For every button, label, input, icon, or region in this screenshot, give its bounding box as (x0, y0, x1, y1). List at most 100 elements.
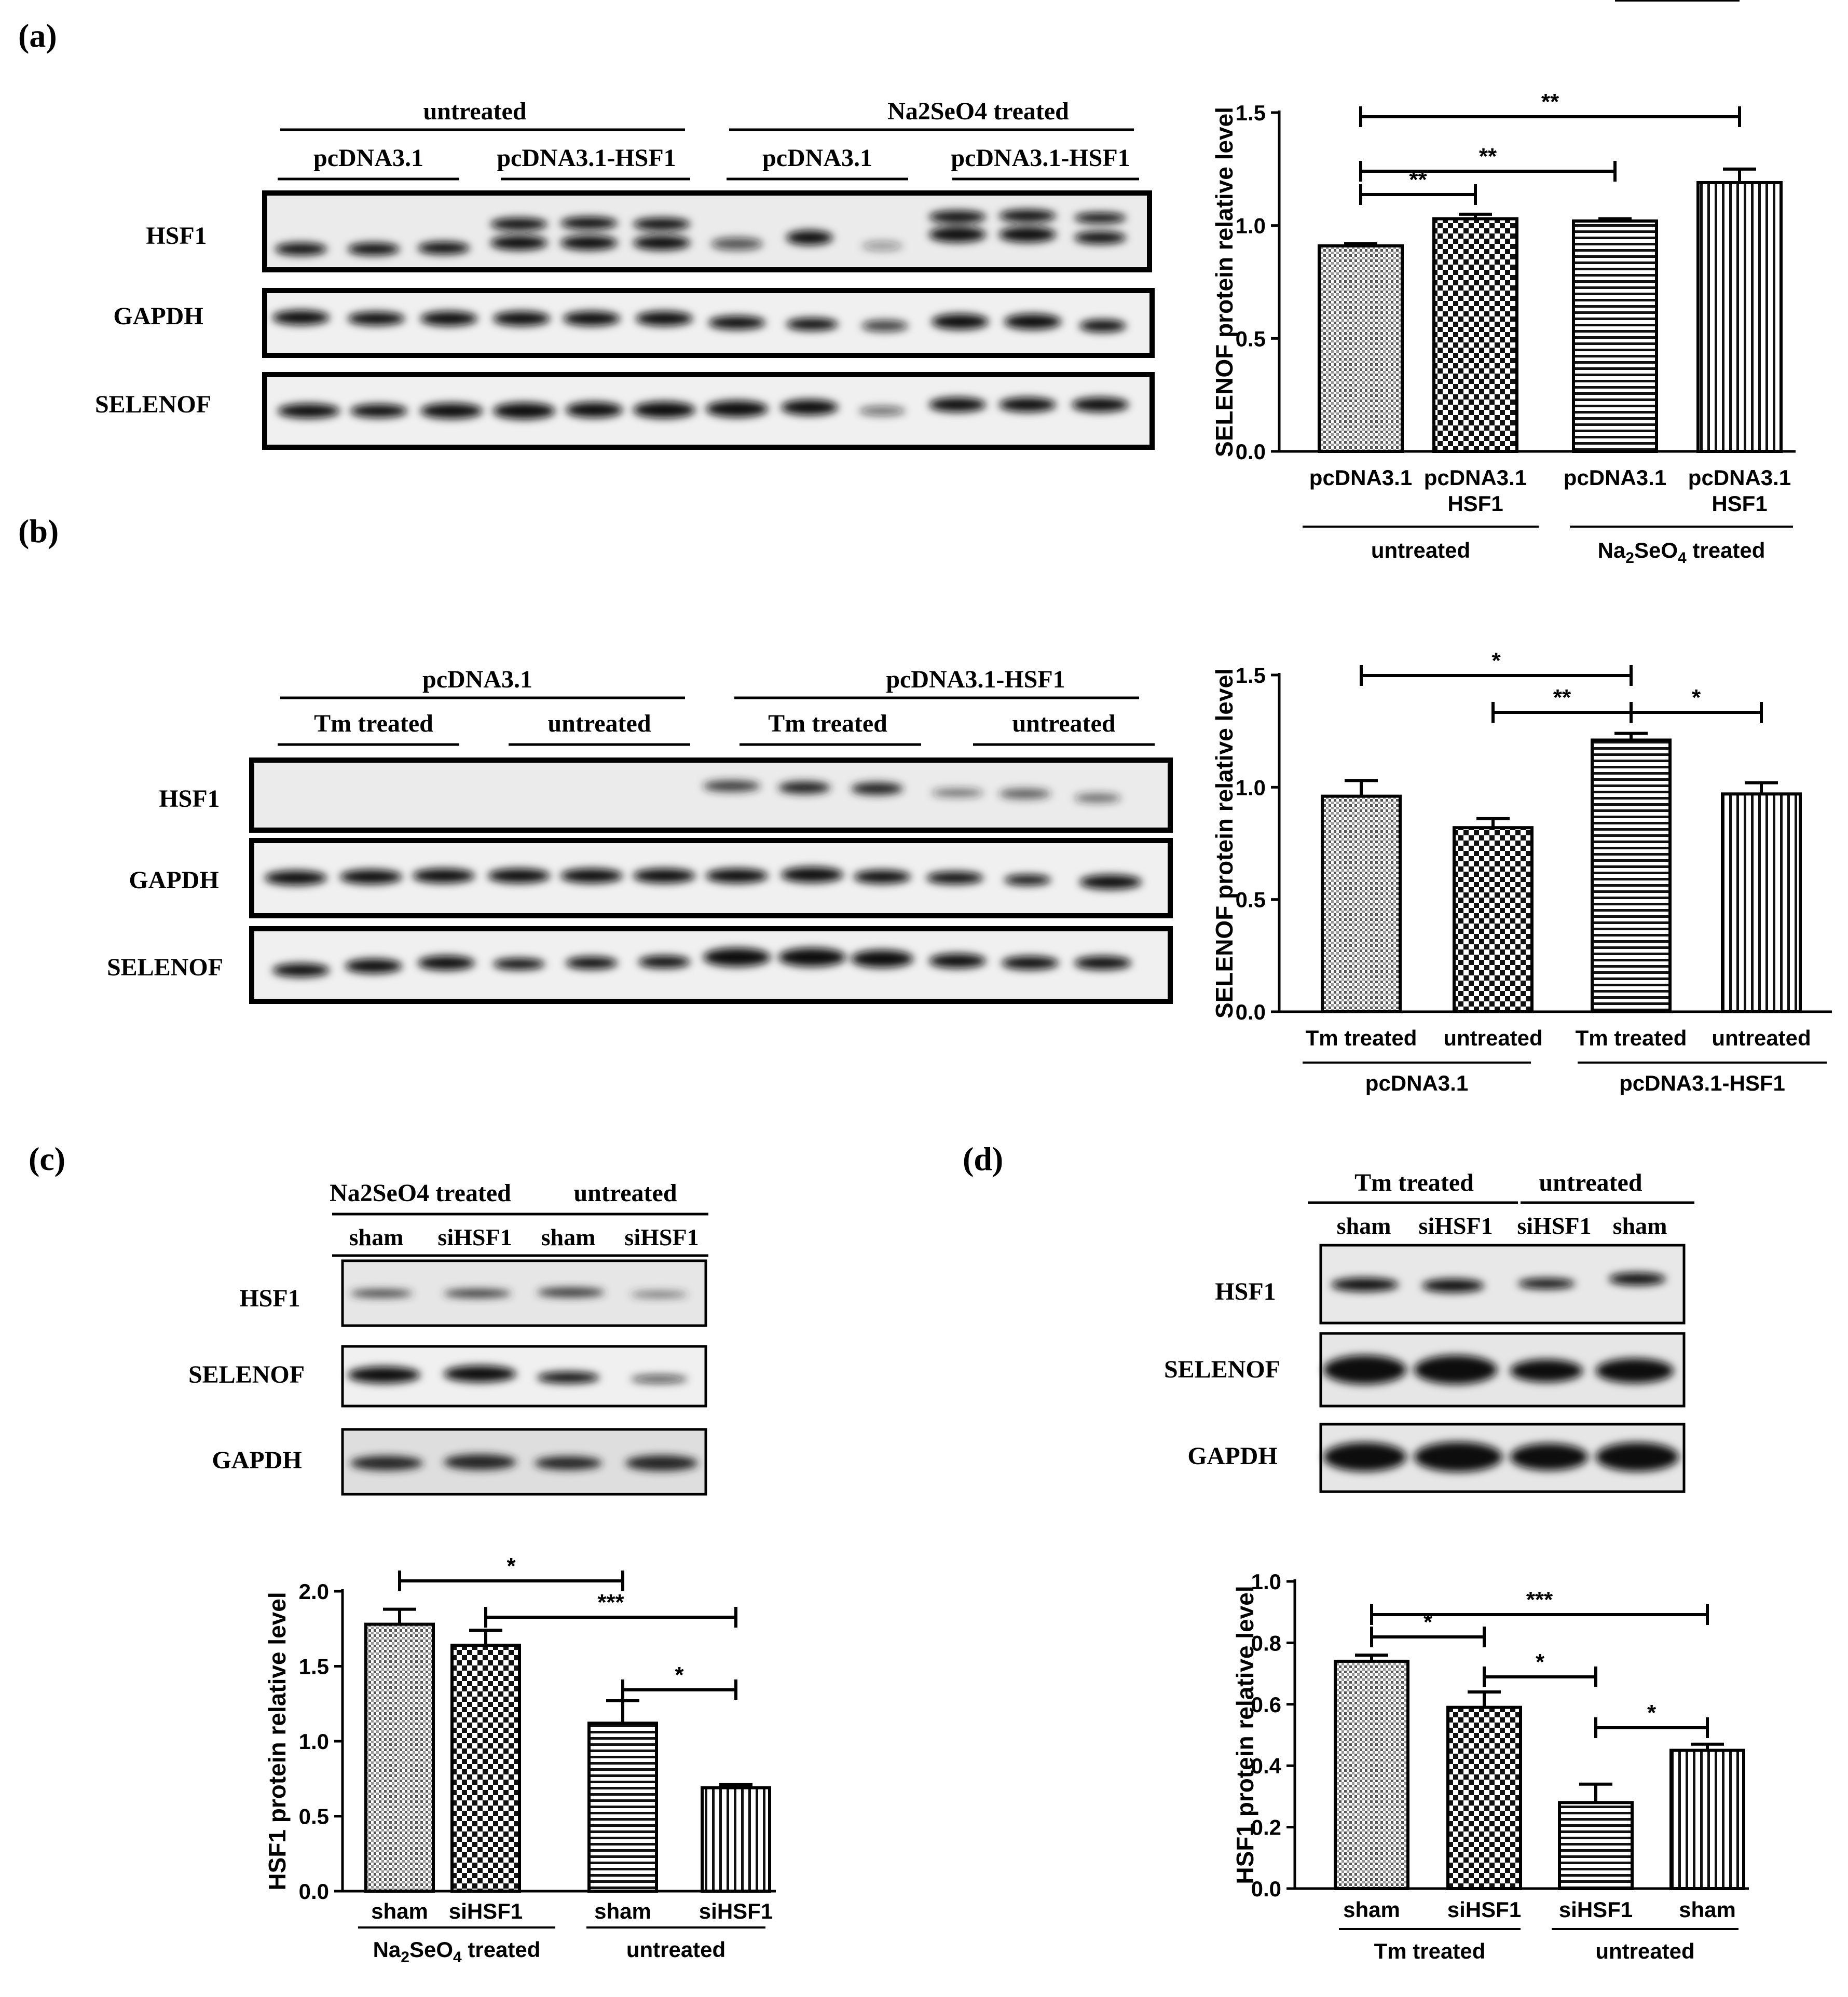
group-label: untreated (1595, 1939, 1694, 1963)
y-axis-label: HSF1 protein relative level (264, 1592, 291, 1890)
x-tick-label: Tm treated (1576, 1026, 1687, 1050)
significance-label: * (1647, 1700, 1657, 1726)
significance-label: * (675, 1662, 684, 1688)
bar (1558, 1801, 1634, 1890)
x-tick-label: Tm treated (1306, 1026, 1417, 1050)
x-tick-label: pcDNA3.1 (1564, 465, 1666, 490)
y-tick-label: 1.5 (1236, 101, 1266, 125)
blot-group-label: Tm treated (1354, 1169, 1474, 1196)
group-label: Tm treated (1374, 1939, 1486, 1963)
blot-group-label: pcDNA3.1-HSF1 (886, 666, 1065, 693)
blot-subgroup-label: pcDNA3.1-HSF1 (951, 144, 1130, 172)
blot-strip-gapdh (341, 1428, 707, 1496)
blot-subgroup-label: Tm treated (314, 710, 433, 737)
significance-label: * (1491, 648, 1501, 673)
group-label: Na2SeO4 treated (1598, 538, 1765, 567)
blot-row-label: SELENOF (1164, 1356, 1280, 1383)
y-tick-label: 0.5 (1236, 888, 1266, 912)
x-tick-label: sham (371, 1899, 428, 1923)
blot-subgroup-label: siHSF1 (1517, 1213, 1591, 1239)
x-tick-label: sham (1343, 1897, 1400, 1922)
x-tick-label: sham (594, 1899, 651, 1923)
blot-subgroup-label: sham (1613, 1213, 1667, 1239)
blot-row-label: HSF1 (146, 222, 207, 250)
blot-strip-selenof (1319, 1332, 1686, 1408)
x-tick-label: pcDNA3.1 HSF1 (1688, 465, 1791, 516)
y-tick-label: 0.0 (299, 1879, 329, 1904)
blot-strip-selenof (341, 1345, 707, 1408)
bar (1696, 181, 1783, 453)
panel-label: (d) (963, 1140, 1003, 1177)
significance-label: * (1692, 685, 1701, 710)
bar (364, 1622, 435, 1893)
bar (1572, 219, 1658, 453)
group-label: pcDNA3.1-HSF1 (1619, 1071, 1785, 1095)
blot-subgroup-label: Tm treated (768, 710, 887, 737)
blot-row-label: HSF1 (1215, 1278, 1276, 1305)
significance-label: *** (597, 1590, 624, 1615)
y-axis-label: SELENOF protein relative level (1211, 668, 1238, 1018)
bar (1432, 217, 1518, 453)
blot-group-label: untreated (423, 98, 526, 125)
y-tick-label: 0.2 (1251, 1815, 1281, 1840)
blot-strip-hsf1 (341, 1259, 707, 1327)
y-tick-label: 1.5 (299, 1655, 329, 1679)
y-tick-label: 0.5 (299, 1805, 329, 1829)
x-tick-label: siHSF1 (1447, 1897, 1521, 1922)
significance-label: *** (1526, 1587, 1553, 1613)
blot-a: untreated Na2SeO4 treated pcDNA3.1 pcDNA… (95, 98, 1155, 450)
blot-subgroup-label: sham (541, 1224, 596, 1250)
group-label: pcDNA3.1 (1365, 1071, 1468, 1095)
panel-label: (b) (18, 513, 59, 549)
blot-row-label: GAPDH (212, 1447, 302, 1474)
bar-chart-c: 0.0 0.5 1.0 1.5 2.0 HSF1 protein relative lev… (264, 1553, 776, 1966)
significance-label: ** (1541, 89, 1559, 115)
y-tick-label: 0.5 (1236, 326, 1266, 351)
blot-group-label: Na2SeO4 treated (330, 1179, 511, 1207)
blot-subgroup-label: siHSF1 (624, 1224, 699, 1250)
blot-subgroup-label: untreated (547, 710, 651, 737)
blot-group-label: Na2SeO4 treated (887, 98, 1069, 125)
x-tick-label: untreated (1443, 1026, 1542, 1050)
blot-row-label: SELENOF (188, 1361, 305, 1388)
blot-subgroup-label: siHSF1 (437, 1224, 512, 1250)
bar (1669, 1748, 1745, 1891)
bar (587, 1721, 658, 1893)
bar (701, 1786, 771, 1893)
blot-strip-gapdh (1319, 1423, 1686, 1493)
group-label: untreated (1371, 538, 1470, 562)
blot-strip-selenof (262, 372, 1155, 450)
panel-b: (b) pcDNA3.1 pcDNA3.1-HSF1 Tm treated un… (18, 513, 1832, 1095)
y-axis-label: HSF1 protein relative level (1231, 1586, 1258, 1884)
panel-label: (c) (29, 1140, 65, 1177)
x-tick-label: untreated (1712, 1026, 1811, 1050)
blot-subgroup-label: siHSF1 (1418, 1213, 1493, 1239)
bar (450, 1644, 521, 1893)
bar (1721, 792, 1802, 1014)
y-tick-label: 1.0 (1251, 1569, 1281, 1594)
y-tick-label: 1.0 (299, 1729, 329, 1754)
blot-subgroup-label: sham (349, 1224, 404, 1250)
bar (1318, 244, 1404, 453)
blot-row-label: GAPDH (1187, 1442, 1277, 1470)
blot-subgroup-label: pcDNA3.1 (762, 144, 872, 172)
blot-group-label: pcDNA3.1 (422, 666, 532, 693)
panel-label: (a) (18, 17, 57, 54)
y-tick-label: 0.0 (1236, 439, 1266, 464)
blot-strip-hsf1 (262, 190, 1152, 272)
y-tick-label: 1.0 (1236, 775, 1266, 800)
x-tick-label: sham (1679, 1897, 1736, 1922)
blot-group-label: untreated (573, 1179, 677, 1207)
blot-strip-gapdh (249, 838, 1173, 918)
x-tick-label: siHSF1 (449, 1899, 523, 1923)
x-tick-label: siHSF1 (699, 1899, 773, 1923)
blot-row-label: SELENOF (95, 391, 211, 418)
blot-strip-hsf1 (1319, 1244, 1686, 1325)
blot-subgroup-label: untreated (1012, 710, 1115, 737)
y-tick-label: 0.0 (1236, 1000, 1266, 1024)
blot-strip-selenof (249, 926, 1173, 1004)
significance-label: ** (1479, 144, 1497, 169)
